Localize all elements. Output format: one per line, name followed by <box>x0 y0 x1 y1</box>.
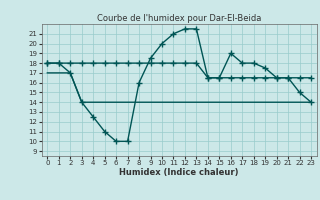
X-axis label: Humidex (Indice chaleur): Humidex (Indice chaleur) <box>119 168 239 177</box>
Title: Courbe de l'humidex pour Dar-El-Beida: Courbe de l'humidex pour Dar-El-Beida <box>97 14 261 23</box>
